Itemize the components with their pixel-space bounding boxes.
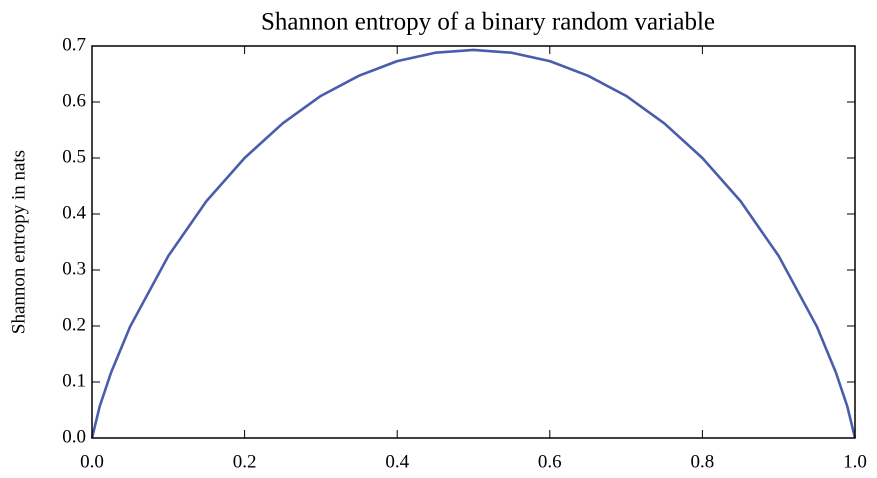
y-tick-label: 0.6 (62, 90, 86, 111)
y-tick-label: 0.2 (62, 314, 86, 335)
y-axis-label: Shannon entropy in nats (8, 150, 29, 334)
x-tick-label: 0.4 (385, 451, 409, 472)
x-tick-label: 0.2 (233, 451, 257, 472)
x-tick-label: 1.0 (843, 451, 867, 472)
y-tick-label: 0.3 (62, 258, 86, 279)
y-tick-label: 0.0 (62, 426, 86, 447)
y-tick-label: 0.7 (62, 34, 86, 55)
x-tick-label: 0.8 (691, 451, 715, 472)
plot-frame (91, 45, 856, 439)
x-tick-label: 0.0 (80, 451, 104, 472)
y-tick-label: 0.1 (62, 370, 86, 391)
x-tick-label: 0.6 (538, 451, 562, 472)
y-tick-label: 0.4 (62, 202, 86, 223)
y-tick-label: 0.5 (62, 146, 86, 167)
line-series (90, 48, 857, 439)
chart-title: Shannon entropy of a binary random varia… (261, 9, 715, 36)
